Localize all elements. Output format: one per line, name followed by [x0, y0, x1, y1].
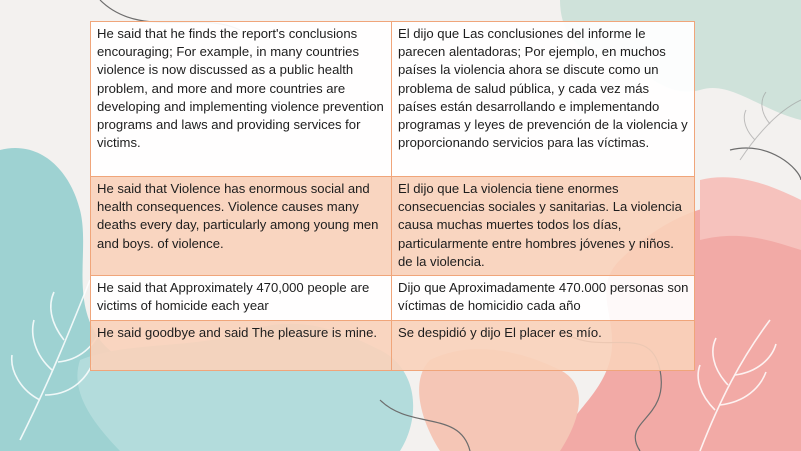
leaf-sprig-decoration	[697, 319, 777, 451]
leaf-sprig-decoration	[11, 279, 101, 441]
teal-blob-shape	[0, 148, 262, 451]
leaf-sprig-decoration	[739, 91, 801, 161]
table-row: He said that Approximately 470,000 peopl…	[90, 275, 695, 322]
english-cell: He said that Approximately 470,000 peopl…	[90, 275, 392, 322]
table-row: He said goodbye and said The pleasure is…	[90, 320, 695, 372]
translation-table: He said that he finds the report's concl…	[90, 21, 695, 372]
english-cell: He said goodbye and said The pleasure is…	[90, 320, 392, 372]
wavy-line-decoration	[729, 147, 801, 181]
pink-blob-shape-2	[700, 177, 801, 250]
spanish-cell: Se despidió y dijo El placer es mío.	[391, 320, 695, 372]
spanish-cell: Dijo que Aproximadamente 470.000 persona…	[391, 275, 695, 322]
table-row: He said that he finds the report's concl…	[90, 21, 695, 177]
wavy-line-decoration	[379, 399, 471, 451]
translation-table-container: He said that he finds the report's concl…	[90, 21, 695, 372]
english-cell: He said that Violence has enormous socia…	[90, 175, 392, 277]
english-cell: He said that he finds the report's concl…	[90, 21, 392, 177]
peach-blob-shape	[419, 349, 579, 451]
spanish-cell: El dijo que Las conclusiones del informe…	[391, 21, 695, 177]
table-row: He said that Violence has enormous socia…	[90, 175, 695, 277]
spanish-cell: El dijo que La violencia tiene enormes c…	[391, 175, 695, 277]
